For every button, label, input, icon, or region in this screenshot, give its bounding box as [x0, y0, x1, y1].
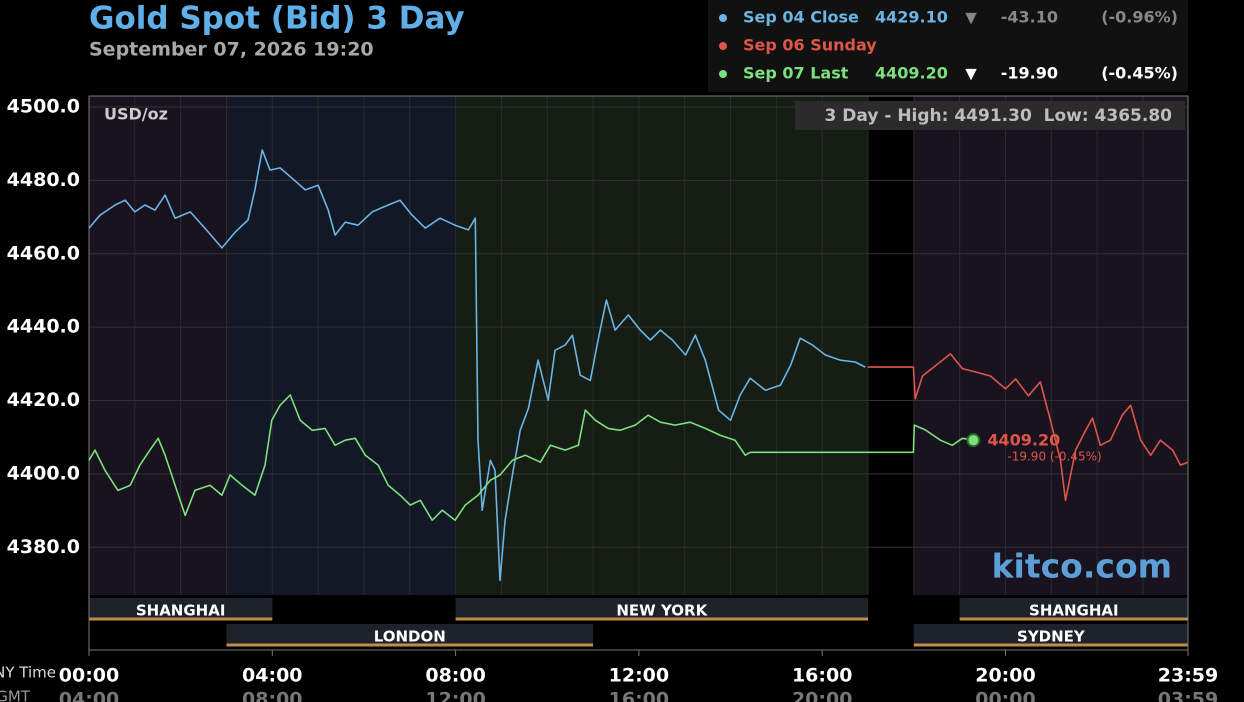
price-line — [88, 394, 974, 521]
x-tick-label: 04:00 — [242, 665, 302, 687]
x2-tick-label: 12:00 — [425, 689, 485, 702]
price-line — [867, 353, 1189, 502]
watermark: kitco.com — [992, 547, 1172, 586]
chart-subtitle: September 07, 2026 19:20 — [89, 39, 374, 61]
y-tick-label: 4420.0 — [7, 389, 80, 411]
last-label: 4409.20 — [987, 431, 1060, 450]
last-change: -19.90 (-0.45%) — [1007, 450, 1101, 464]
y-tick-label: 4460.0 — [7, 242, 80, 264]
legend-box — [708, 0, 1188, 92]
session-shade — [455, 96, 869, 595]
legend-dot — [719, 70, 727, 78]
legend-pct: (-0.96%) — [1101, 8, 1178, 27]
y-tick-label: 4480.0 — [7, 169, 80, 191]
legend-arrow: ▼ — [965, 9, 977, 27]
last-marker — [966, 433, 981, 448]
legend-dot — [719, 14, 727, 22]
session-shade — [959, 96, 1188, 595]
x-tick-label: 00:00 — [59, 665, 119, 687]
session-label: SHANGHAI — [1029, 602, 1119, 620]
x2-tick-label: 04:00 — [59, 689, 119, 702]
chart-title: Gold Spot (Bid) 3 Day — [89, 1, 465, 37]
x-tick-label: 12:00 — [609, 665, 669, 687]
legend-label: Sep 06 Sunday — [743, 36, 877, 55]
x-tick-label: 20:00 — [975, 665, 1035, 687]
session-label: LONDON — [374, 628, 446, 646]
legend-label: Sep 04 Close — [743, 8, 859, 27]
legend-value: 4429.10 — [875, 8, 948, 27]
price-line — [88, 149, 866, 582]
y-tick-label: 4400.0 — [7, 462, 80, 484]
session-bar — [455, 598, 869, 620]
x-tick-label: 23:59 — [1158, 665, 1218, 687]
x-axis-label: NY Time — [0, 664, 56, 682]
y-tick-label: 4440.0 — [7, 316, 80, 338]
session-label: SHANGHAI — [136, 602, 226, 620]
session-label: SYDNEY — [1017, 628, 1086, 646]
x-tick-label: 16:00 — [792, 665, 852, 687]
session-bar — [959, 598, 1188, 620]
x2-tick-label: 00:00 — [975, 689, 1035, 702]
legend-value: 4409.20 — [875, 64, 948, 83]
legend-pct: (-0.45%) — [1101, 64, 1178, 83]
legend-arrow: ▼ — [965, 65, 977, 83]
x-tick-label: 08:00 — [425, 665, 485, 687]
legend-dot — [719, 42, 727, 50]
session-label: NEW YORK — [616, 602, 708, 620]
y-tick-label: 4380.0 — [7, 536, 80, 558]
legend-label: Sep 07 Last — [743, 64, 849, 83]
x2-axis-label: GMT — [0, 688, 31, 702]
range-box — [795, 101, 1185, 130]
unit-label: USD/oz — [104, 105, 168, 124]
session-bar — [913, 624, 1188, 646]
x2-tick-label: 08:00 — [242, 689, 302, 702]
session-bar — [89, 598, 273, 620]
x2-tick-label: 16:00 — [609, 689, 669, 702]
legend-change: -43.10 — [1001, 8, 1058, 27]
x2-tick-label: 03:59 — [1158, 689, 1218, 702]
x2-tick-label: 20:00 — [792, 689, 852, 702]
session-bar — [226, 624, 594, 646]
range-note: 3 Day - High: 4491.30 Low: 4365.80 — [825, 106, 1173, 126]
legend-change: -19.90 — [1001, 64, 1058, 83]
y-tick-label: 4500.0 — [7, 96, 80, 118]
